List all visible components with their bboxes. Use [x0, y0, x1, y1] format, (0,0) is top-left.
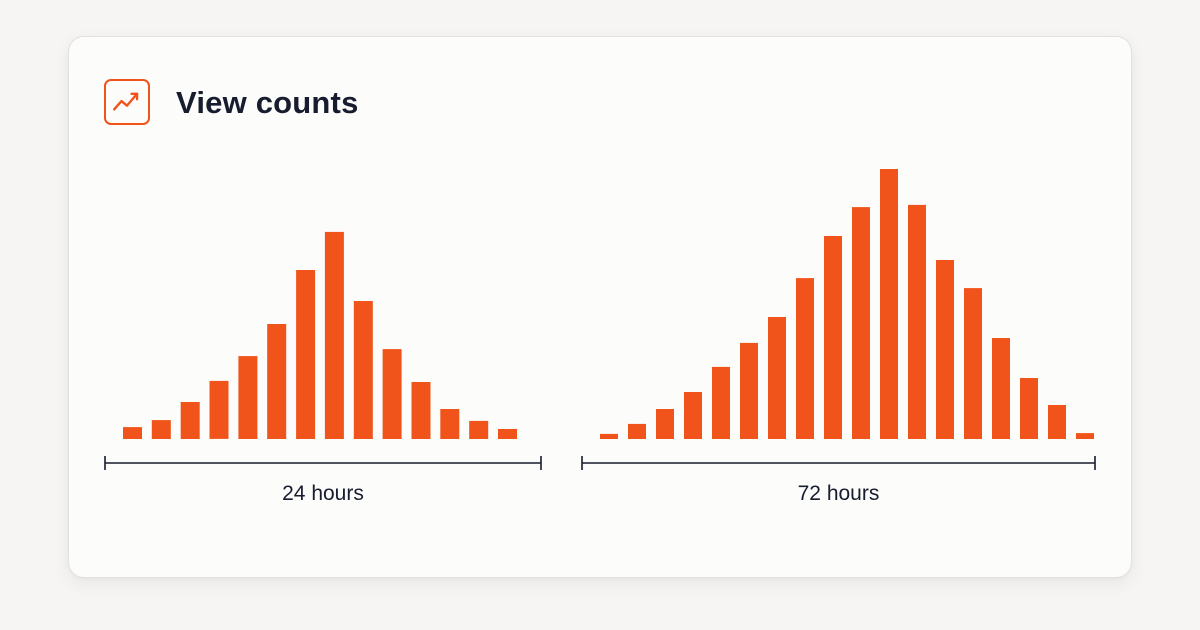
bar — [353, 301, 373, 439]
bar — [684, 392, 702, 439]
bar — [296, 270, 316, 439]
bar — [768, 317, 786, 439]
bar — [180, 402, 200, 439]
bar — [628, 423, 646, 439]
bar — [238, 356, 258, 439]
bar — [469, 420, 489, 439]
x-axis-label: 72 hours — [798, 482, 880, 505]
x-axis-label: 24 hours — [282, 482, 364, 505]
bar — [498, 429, 517, 439]
bar — [209, 380, 229, 439]
bar — [908, 204, 926, 439]
bar — [123, 427, 142, 439]
bar — [267, 324, 287, 439]
bar — [411, 382, 431, 439]
chart-24h: 24 hours — [104, 231, 542, 505]
bar — [796, 278, 814, 439]
card-title: View counts — [176, 85, 359, 120]
view-counts-card: View counts — [68, 36, 1132, 578]
bar — [824, 236, 842, 439]
bar — [151, 420, 171, 439]
bar — [992, 338, 1010, 439]
bar — [964, 288, 982, 439]
bar — [656, 409, 674, 439]
bar — [1076, 433, 1094, 439]
bar — [1020, 378, 1038, 439]
bar — [880, 169, 898, 439]
bar — [852, 207, 870, 439]
bar — [600, 433, 618, 439]
bar — [1048, 405, 1066, 439]
trending-up-icon-graphic — [113, 92, 139, 111]
bar — [740, 342, 758, 439]
bar — [936, 260, 954, 439]
bar — [382, 349, 402, 439]
chart-72h: 72 hours — [581, 169, 1096, 505]
bar — [324, 231, 344, 439]
trending-up-icon — [104, 79, 150, 125]
bar — [440, 409, 460, 439]
bar — [712, 366, 730, 439]
